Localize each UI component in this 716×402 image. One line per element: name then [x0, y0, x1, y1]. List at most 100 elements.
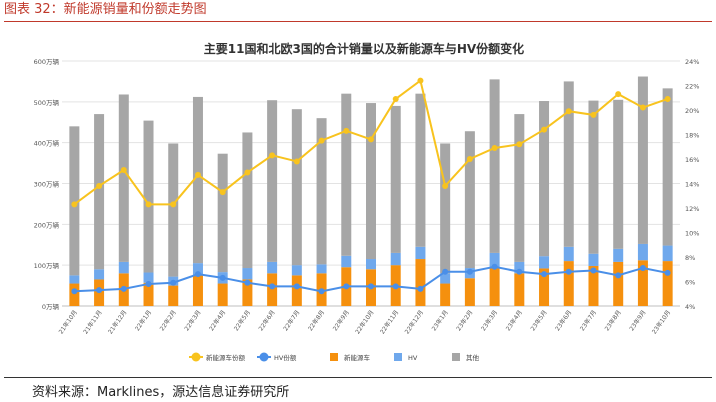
source-note: 资料来源：Marklines，源达信息证券研究所: [32, 385, 290, 400]
bar-segment: [267, 261, 278, 274]
y-axis-left: 0万辆 100万辆 200万辆 300万辆 400万辆 500万辆 600万辆: [34, 57, 60, 311]
series-point: [244, 279, 251, 286]
series-point: [269, 283, 276, 290]
bar-segment: [192, 275, 203, 306]
bar-segment: [662, 245, 673, 262]
caption-divider: [4, 21, 712, 22]
bar-segment: [662, 261, 673, 306]
y-tick-label: 0万辆: [42, 302, 60, 311]
x-tick-label: 22年1月: [133, 309, 153, 333]
series-point: [71, 288, 78, 295]
series-point: [491, 263, 498, 270]
series-point: [491, 144, 498, 151]
series-point: [219, 274, 226, 281]
series-point: [96, 182, 103, 189]
bar-segment: [217, 153, 228, 273]
series-point: [194, 171, 201, 178]
bar-segment: [539, 101, 550, 257]
bar-segment: [637, 260, 648, 306]
y-tick-label: 600万辆: [34, 57, 60, 66]
series-point: [417, 285, 424, 292]
series-point: [615, 272, 622, 279]
x-tick-label: 23年6月: [553, 309, 573, 333]
bar-segment: [143, 120, 154, 273]
bar-segment: [637, 243, 648, 261]
x-tick-label: 22年7月: [281, 309, 301, 333]
bar-segment: [69, 275, 80, 284]
x-tick-label: 21年10月: [57, 309, 79, 336]
series-point: [318, 288, 325, 295]
series-point: [120, 285, 127, 292]
x-tick-label: 23年10月: [650, 309, 672, 336]
x-tick-label: 23年7月: [578, 309, 598, 333]
bar-segment: [341, 93, 352, 256]
series-point: [392, 283, 399, 290]
bar-segment: [69, 126, 80, 276]
bar-segment: [613, 248, 624, 262]
series-point: [293, 158, 300, 165]
bar-segment: [242, 132, 253, 269]
bar-segment: [341, 255, 352, 268]
series-point: [442, 268, 449, 275]
bar-segment: [613, 261, 624, 306]
bar-segment: [563, 246, 574, 262]
bar-segment: [291, 265, 302, 276]
bar-segment: [291, 109, 302, 266]
bar-segment: [489, 252, 500, 268]
series-point: [318, 137, 325, 144]
y2-tick-label: 20%: [685, 107, 699, 115]
bar-segment: [588, 253, 599, 266]
y2-tick-label: 14%: [685, 181, 699, 189]
bar-segment: [489, 79, 500, 253]
bar-segment: [514, 114, 525, 262]
x-tick-label: 22年8月: [306, 309, 326, 333]
series-point: [664, 269, 671, 276]
series-point: [368, 136, 374, 143]
legend-swatch: [394, 353, 402, 361]
y2-tick-label: 6%: [685, 279, 695, 287]
series-point: [392, 95, 399, 102]
bar-segment: [464, 131, 475, 269]
series-point: [590, 111, 597, 118]
series-point: [442, 182, 449, 189]
series-point: [516, 141, 523, 148]
bar-segment: [143, 272, 154, 283]
bar-segment: [539, 256, 550, 269]
bar-segment: [489, 267, 500, 306]
x-tick-label: 22年4月: [207, 309, 227, 333]
bar-segment: [613, 99, 624, 249]
x-tick-label: 23年5月: [529, 309, 549, 333]
bar-segment: [291, 275, 302, 306]
bar-segment: [440, 273, 451, 284]
y2-tick-label: 12%: [685, 205, 699, 213]
chart-title: 主要11国和北欧3国的合计销量以及新能源车与HV份额变化: [204, 41, 524, 56]
bar-segment: [316, 118, 327, 265]
series-point: [615, 91, 622, 98]
bar-segment: [94, 114, 105, 270]
y-tick-label: 300万辆: [34, 180, 60, 189]
y-tick-label: 200万辆: [34, 220, 60, 229]
x-tick-label: 22年12月: [403, 309, 425, 336]
x-tick-label: 23年9月: [628, 309, 648, 333]
series-point: [244, 169, 251, 176]
series-point: [120, 167, 127, 174]
bar-segment: [563, 81, 574, 247]
x-tick-label: 23年3月: [479, 309, 499, 333]
bar-segment: [242, 268, 253, 280]
legend-label: HV: [408, 354, 418, 362]
bar-segment: [514, 273, 525, 306]
bar-segment: [217, 283, 228, 306]
y2-tick-label: 8%: [685, 254, 695, 262]
series-point: [639, 265, 646, 272]
bar-segment: [94, 269, 105, 280]
bar-segment: [267, 273, 278, 306]
legend: 新能源车份额 HV份额 新能源车 HV 其他: [189, 352, 480, 362]
bar-segment: [415, 246, 426, 260]
figure-caption: 图表 32：新能源销量和份额走势图: [4, 2, 207, 17]
bar-segment: [366, 259, 376, 270]
series-point: [466, 156, 473, 162]
legend-label: 新能源车份额: [206, 353, 246, 362]
source-divider: [4, 377, 712, 378]
series-point: [368, 283, 374, 290]
legend-label: 新能源车: [344, 353, 371, 362]
